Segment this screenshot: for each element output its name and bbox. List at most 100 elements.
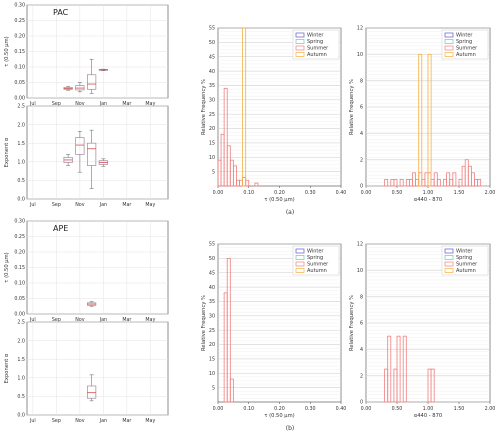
x-tick-label: Nov bbox=[75, 317, 85, 323]
x-tick-label: Jul bbox=[29, 418, 36, 424]
box-plot-frame bbox=[26, 105, 169, 200]
legend-swatch-spring bbox=[444, 255, 454, 260]
box bbox=[87, 74, 97, 90]
y-tick-label: 0.10 bbox=[14, 65, 25, 71]
x-tick-label: May bbox=[145, 418, 155, 424]
y-tick-label: 20 bbox=[209, 126, 215, 132]
x-tick-label: May bbox=[145, 202, 155, 208]
legend-swatch-autumn bbox=[295, 52, 305, 57]
histogram-bar-autumn bbox=[242, 27, 247, 187]
legend-swatch-autumn bbox=[444, 52, 454, 57]
histogram-bar-summer bbox=[452, 172, 457, 187]
y-tick-label: 10 bbox=[209, 371, 215, 377]
x-tick-label: Jan bbox=[99, 317, 107, 323]
x-tick-label: 2.00 bbox=[485, 190, 496, 196]
y-axis-label: Exponent α bbox=[4, 353, 10, 383]
x-tick-label: Jul bbox=[29, 202, 36, 208]
x-tick-label: Jul bbox=[29, 101, 36, 107]
legend-label-summer: Summer bbox=[307, 262, 329, 268]
y-tick-label: 2.0 bbox=[17, 338, 25, 344]
y-tick-label: 15 bbox=[209, 357, 215, 363]
y-tick-label: 2.0 bbox=[17, 122, 25, 128]
legend-label-spring: Spring bbox=[456, 39, 472, 45]
x-tick-label: 1.50 bbox=[454, 190, 465, 196]
y-tick-label: 40 bbox=[209, 69, 215, 75]
legend-box bbox=[441, 29, 489, 60]
legend-label-spring: Spring bbox=[307, 39, 323, 45]
histogram-bar-summer bbox=[387, 335, 392, 403]
x-tick-label: Mar bbox=[122, 418, 131, 424]
legend-label-spring: Spring bbox=[456, 255, 472, 261]
x-tick-label: Nov bbox=[75, 202, 85, 208]
y-tick-label: 5 bbox=[212, 169, 215, 175]
y-tick-label: 0 bbox=[360, 184, 363, 190]
x-tick-label: 0.10 bbox=[243, 190, 254, 196]
x-tick-label: 0.50 bbox=[392, 406, 403, 412]
y-tick-label: 15 bbox=[209, 141, 215, 147]
x-tick-label: 0.30 bbox=[305, 406, 316, 412]
box bbox=[75, 137, 85, 155]
y-tick-label: 0.0 bbox=[17, 413, 25, 419]
y-tick-label: 20 bbox=[209, 342, 215, 348]
x-tick-label: 0.40 bbox=[336, 190, 347, 196]
histogram-bar-summer bbox=[393, 179, 398, 187]
x-tick-label: 0.00 bbox=[213, 190, 224, 196]
x-tick-label: 0.00 bbox=[213, 406, 224, 412]
panel-label-a: (a) bbox=[286, 209, 294, 216]
y-tick-label: 0.00 bbox=[14, 312, 25, 318]
y-tick-label: 12 bbox=[357, 242, 363, 248]
y-tick-label: 10 bbox=[357, 52, 363, 58]
x-tick-label: 0.40 bbox=[336, 406, 347, 412]
histogram-bar-summer bbox=[396, 335, 401, 403]
y-tick-label: 40 bbox=[209, 285, 215, 291]
legend-box bbox=[292, 245, 340, 276]
histogram-bar-summer bbox=[223, 87, 228, 187]
legend-label-autumn: Autumn bbox=[456, 52, 476, 58]
legend-swatch-summer bbox=[295, 45, 305, 51]
legend-swatch-winter bbox=[295, 32, 305, 38]
histogram-bar-summer bbox=[430, 368, 435, 403]
y-tick-label: 0.00 bbox=[14, 96, 25, 102]
histogram-bar-summer bbox=[399, 179, 404, 187]
legend-label-summer: Summer bbox=[456, 262, 478, 268]
x-tick-label: May bbox=[145, 101, 155, 107]
y-tick-label: 35 bbox=[209, 83, 215, 89]
y-tick-label: 0.30 bbox=[14, 219, 25, 225]
histogram-bar-summer bbox=[402, 335, 407, 403]
y-axis-label: Relative Frequency % bbox=[349, 79, 355, 135]
y-tick-label: 25 bbox=[209, 328, 215, 334]
y-tick-label: 0.25 bbox=[14, 234, 25, 240]
legend-swatch-autumn bbox=[444, 268, 454, 273]
y-tick-label: 0.20 bbox=[14, 34, 25, 40]
legend-label-autumn: Autumn bbox=[456, 268, 476, 274]
x-tick-label: Mar bbox=[122, 202, 131, 208]
y-tick-label: 1.5 bbox=[17, 141, 25, 147]
legend-label-winter: Winter bbox=[456, 249, 473, 255]
y-tick-label: 10 bbox=[209, 155, 215, 161]
legend-swatch-spring bbox=[295, 39, 305, 44]
y-tick-label: 2 bbox=[360, 157, 363, 163]
y-tick-label: 0.15 bbox=[14, 49, 25, 55]
histogram-bar-summer bbox=[436, 179, 441, 187]
histogram-bar-summer bbox=[226, 257, 231, 403]
box-plot-frame bbox=[26, 321, 169, 416]
x-tick-label: 2.00 bbox=[485, 406, 496, 412]
x-tick-label: Jan bbox=[99, 418, 107, 424]
y-tick-label: 10 bbox=[357, 268, 363, 274]
y-tick-label: 55 bbox=[209, 242, 215, 248]
y-tick-label: 1.5 bbox=[17, 357, 25, 363]
x-tick-label: 0.00 bbox=[361, 190, 372, 196]
x-tick-label: Sep bbox=[52, 418, 61, 424]
y-tick-label: 1.0 bbox=[17, 160, 25, 166]
y-tick-label: 50 bbox=[209, 256, 215, 262]
y-tick-label: 6 bbox=[360, 105, 363, 111]
y-tick-label: 0.20 bbox=[14, 250, 25, 256]
legend-label-winter: Winter bbox=[307, 249, 324, 255]
legend-swatch-winter bbox=[295, 248, 305, 254]
histogram-bar-summer bbox=[232, 165, 237, 187]
x-tick-label: 0.10 bbox=[243, 406, 254, 412]
legend-swatch-autumn bbox=[295, 268, 305, 273]
y-tick-label: 0.5 bbox=[17, 394, 25, 400]
legend-label-summer: Summer bbox=[307, 46, 329, 52]
y-tick-label: 0.05 bbox=[14, 80, 25, 86]
